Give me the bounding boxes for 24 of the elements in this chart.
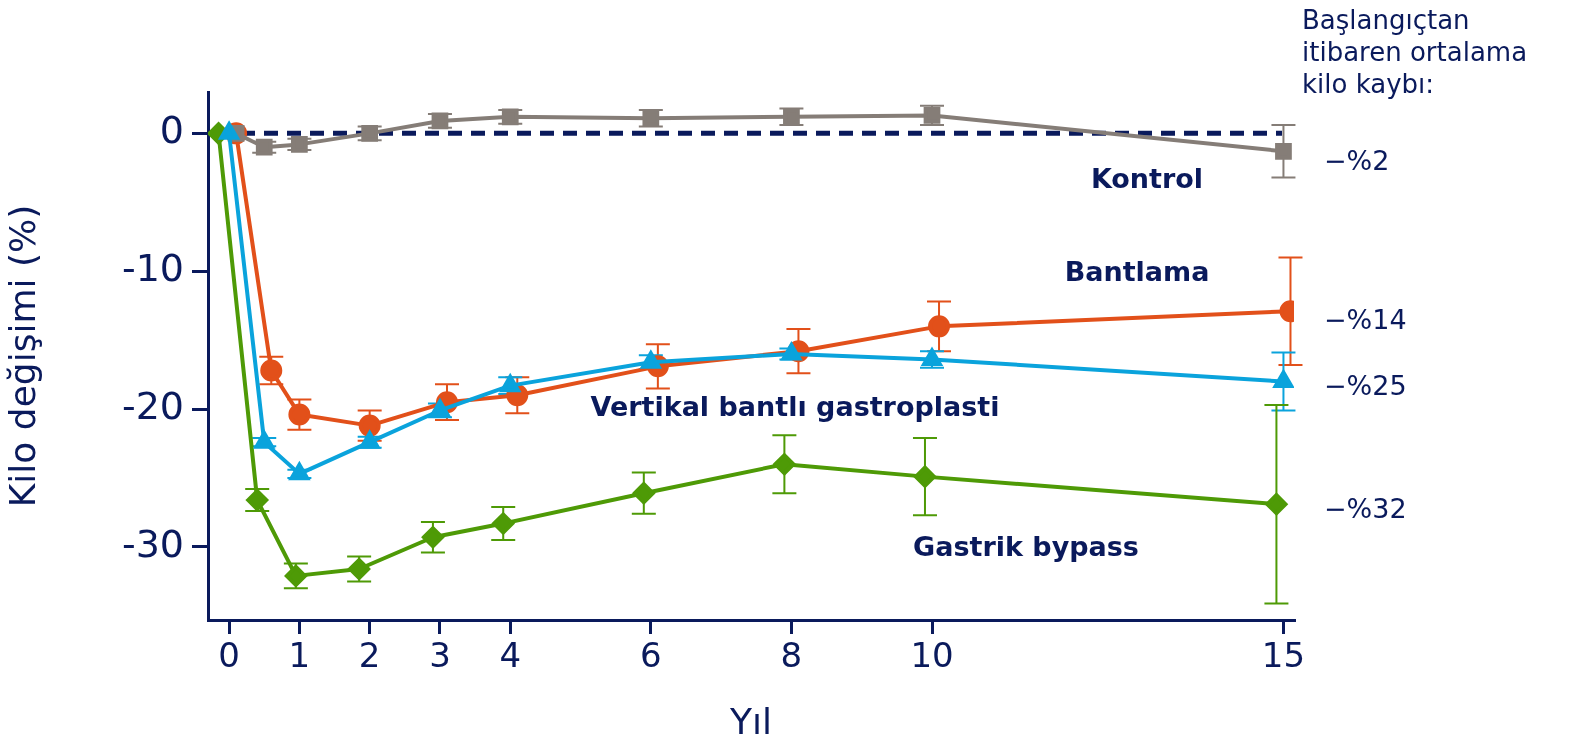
x-tick-label: 8 [780, 635, 803, 676]
text: −%25 [1324, 370, 1407, 402]
text: −%2 [1324, 145, 1390, 177]
x-tick-label: 15 [1261, 635, 1306, 676]
series-label: Gastrik bypass [913, 530, 1139, 562]
y-tick-label: -30 [121, 521, 184, 566]
x-tick-label: 6 [640, 635, 662, 676]
series-label: Bantlama [1064, 256, 1210, 288]
x-tick-label: 1 [288, 635, 311, 676]
text: −%14 [1324, 304, 1407, 336]
y-tick-label: -10 [121, 246, 184, 291]
series-label: Vertikal bantlı gastroplasti [590, 391, 1000, 423]
y-axis-title: Kilo değişimi (%) [1, 204, 43, 508]
y-tick-label: 0 [159, 108, 184, 153]
series-label: Kontrol [1090, 163, 1204, 195]
text: −%32 [1324, 493, 1407, 525]
x-axis-title: Yıl [729, 700, 772, 742]
x-tick-label: 3 [429, 635, 451, 676]
x-tick-label: 4 [499, 635, 522, 676]
y-tick-label: -20 [121, 383, 184, 428]
text: Başlangıçtan itibaren ortalama kilo kaybı: [1302, 4, 1529, 100]
x-tick-label: 0 [218, 635, 240, 676]
x-tick-label: 2 [358, 635, 381, 676]
x-tick-label: 10 [910, 635, 954, 676]
